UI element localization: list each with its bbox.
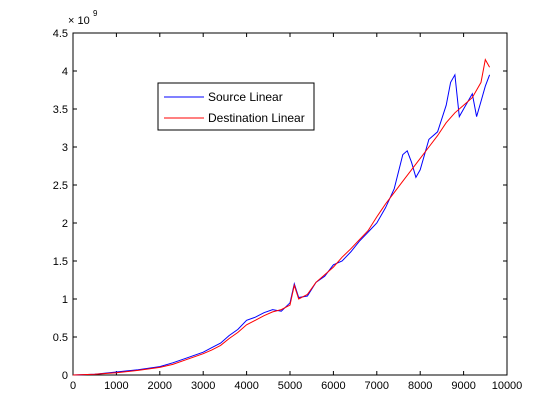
- y-tick-label: 2: [62, 218, 68, 230]
- y-tick-label: 3.5: [53, 104, 68, 116]
- axis-ticks: 0 1000 2000 3000 4000 5000 6000 7000 8000 9000 100…: [53, 28, 523, 392]
- x-tick-label: 6000: [321, 380, 345, 392]
- x-tick-label: 0: [70, 380, 76, 392]
- y-tick-label: 4.5: [53, 28, 68, 40]
- x-tick-label: 1000: [104, 380, 128, 392]
- legend: Source Linear Destination Linear: [157, 82, 315, 131]
- x-tick-label: 4000: [234, 380, 258, 392]
- x-tick-label: 8000: [408, 380, 432, 392]
- x-tick-label: 2000: [148, 380, 172, 392]
- x-tick-label: 3000: [191, 380, 215, 392]
- legend-box: [157, 82, 315, 131]
- legend-label-source: Source Linear: [208, 90, 283, 104]
- y-tick-label: 2.5: [53, 180, 68, 192]
- y-tick-label: 0.5: [53, 332, 68, 344]
- x-tick-label: 10000: [492, 380, 523, 392]
- y-tick-label: 1: [62, 294, 68, 306]
- y-tick-label: 0: [62, 370, 68, 382]
- y-tick-label: 4: [62, 66, 68, 78]
- x-tick-label: 7000: [365, 380, 389, 392]
- y-exponent-base: × 10: [68, 15, 90, 27]
- series-line-1: [72, 58, 491, 376]
- series-layer: [72, 58, 491, 376]
- y-tick-label: 3: [62, 142, 68, 154]
- y-exponent-power: 9: [93, 9, 98, 18]
- y-tick-label: 1.5: [53, 256, 68, 268]
- legend-label-destination: Destination Linear: [208, 111, 305, 125]
- x-tick-label: 5000: [278, 380, 302, 392]
- x-tick-label: 9000: [451, 380, 475, 392]
